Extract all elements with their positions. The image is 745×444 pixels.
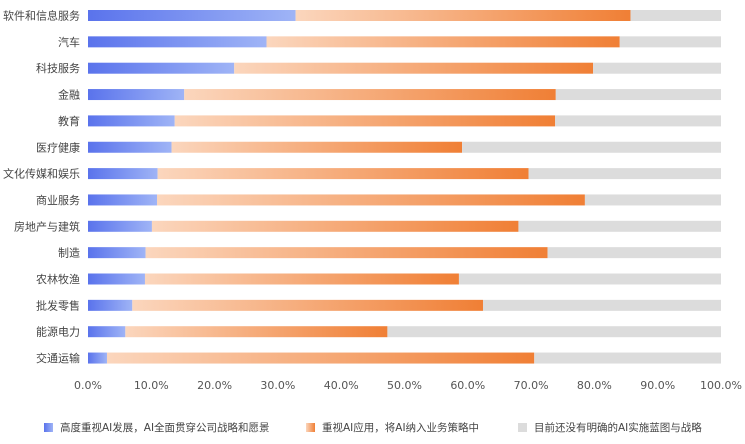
x-tick-label: 80.0%	[577, 379, 612, 392]
bar-segment-series-1	[88, 220, 152, 232]
x-tick-label: 10.0%	[134, 379, 169, 392]
legend-label: 重视AI应用，将AI纳入业务策略中	[322, 421, 479, 434]
category-label: 文化传媒和娱乐	[3, 167, 80, 181]
bar-segment-series-1	[88, 62, 235, 74]
category-label: 软件和信息服务	[3, 9, 80, 23]
bar-segment-series-2	[151, 220, 519, 232]
legend-swatch	[518, 423, 527, 432]
bar-segment-series-1	[88, 273, 145, 285]
bar-segment-series-3	[387, 326, 721, 338]
bar-segment-series-3	[584, 194, 721, 206]
legend-label: 目前还没有明确的AI实施蓝图与战略	[534, 421, 702, 434]
bar-segment-series-3	[593, 62, 721, 74]
x-tick-label: 50.0%	[387, 379, 422, 392]
bar-segment-series-1	[88, 168, 158, 180]
bar-segment-series-3	[619, 36, 721, 48]
bar-segment-series-2	[125, 326, 388, 338]
bar-segment-series-2	[171, 141, 463, 153]
bar-segment-series-1	[88, 115, 175, 127]
x-tick-label: 60.0%	[450, 379, 485, 392]
category-label: 批发零售	[36, 298, 80, 312]
bar-segment-series-3	[458, 273, 721, 285]
bar-segment-series-1	[88, 326, 126, 338]
legend: 高度重视AI发展，AI全面贯穿公司战略和愿景 重视AI应用，将AI纳入业务策略中 目…	[44, 421, 702, 434]
x-tick-label: 20.0%	[197, 379, 232, 392]
bar-segment-series-1	[88, 89, 185, 101]
bar-segment-series-3	[518, 220, 721, 232]
bar-segment-series-3	[547, 247, 721, 259]
y-axis: 软件和信息服务汽车科技服务金融教育医疗健康文化传媒和娱乐商业服务房地产与建筑制造…	[3, 9, 80, 366]
bar-segment-series-2	[174, 115, 556, 127]
bar-segment-series-2	[144, 273, 459, 285]
category-label: 医疗健康	[36, 140, 80, 154]
bar-segment-series-2	[145, 247, 548, 259]
legend-swatch	[306, 423, 315, 432]
legend-label: 高度重视AI发展，AI全面贯穿公司战略和愿景	[60, 421, 270, 434]
bar-segment-series-2	[184, 89, 556, 101]
x-tick-label: 70.0%	[514, 379, 549, 392]
x-tick-label: 100.0%	[700, 379, 742, 392]
x-tick-label: 90.0%	[640, 379, 675, 392]
category-label: 金融	[58, 88, 80, 102]
bar-segment-series-3	[630, 10, 721, 21]
bar-segment-series-2	[266, 36, 620, 48]
x-axis: 0.0% 10.0% 20.0% 30.0% 40.0% 50.0% 60.0% 70.0% 8…	[74, 379, 742, 392]
category-label: 制造	[58, 246, 80, 260]
bar-segment-series-2	[295, 10, 631, 21]
bars	[88, 10, 721, 364]
category-label: 汽车	[58, 35, 80, 49]
category-label: 科技服务	[36, 61, 80, 75]
category-label: 农林牧渔	[36, 272, 80, 286]
bar-segment-series-2	[157, 194, 585, 206]
bar-segment-series-2	[132, 299, 483, 311]
bar-segment-series-3	[482, 299, 721, 311]
x-tick-label: 30.0%	[260, 379, 295, 392]
category-label: 房地产与建筑	[14, 219, 80, 233]
bar-segment-series-2	[106, 352, 535, 364]
x-tick-label: 0.0%	[74, 379, 102, 392]
bar-segment-series-3	[555, 115, 721, 127]
bar-segment-series-1	[88, 352, 107, 364]
bar-segment-series-1	[88, 247, 146, 259]
bar-segment-series-3	[534, 352, 721, 364]
category-label: 商业服务	[36, 193, 80, 207]
x-tick-label: 40.0%	[324, 379, 359, 392]
bar-segment-series-2	[157, 168, 529, 180]
category-label: 能源电力	[36, 325, 80, 339]
category-label: 交通运输	[36, 351, 80, 365]
bar-segment-series-1	[88, 36, 267, 48]
bar-segment-series-3	[528, 168, 721, 180]
bar-segment-series-3	[462, 141, 721, 153]
bar-segment-series-1	[88, 10, 296, 21]
category-label: 教育	[58, 114, 80, 128]
legend-swatch	[44, 423, 53, 432]
bar-segment-series-1	[88, 141, 172, 153]
bar-segment-series-1	[88, 194, 157, 206]
bar-segment-series-2	[234, 62, 594, 74]
bar-segment-series-3	[555, 89, 721, 101]
bar-segment-series-1	[88, 299, 133, 311]
